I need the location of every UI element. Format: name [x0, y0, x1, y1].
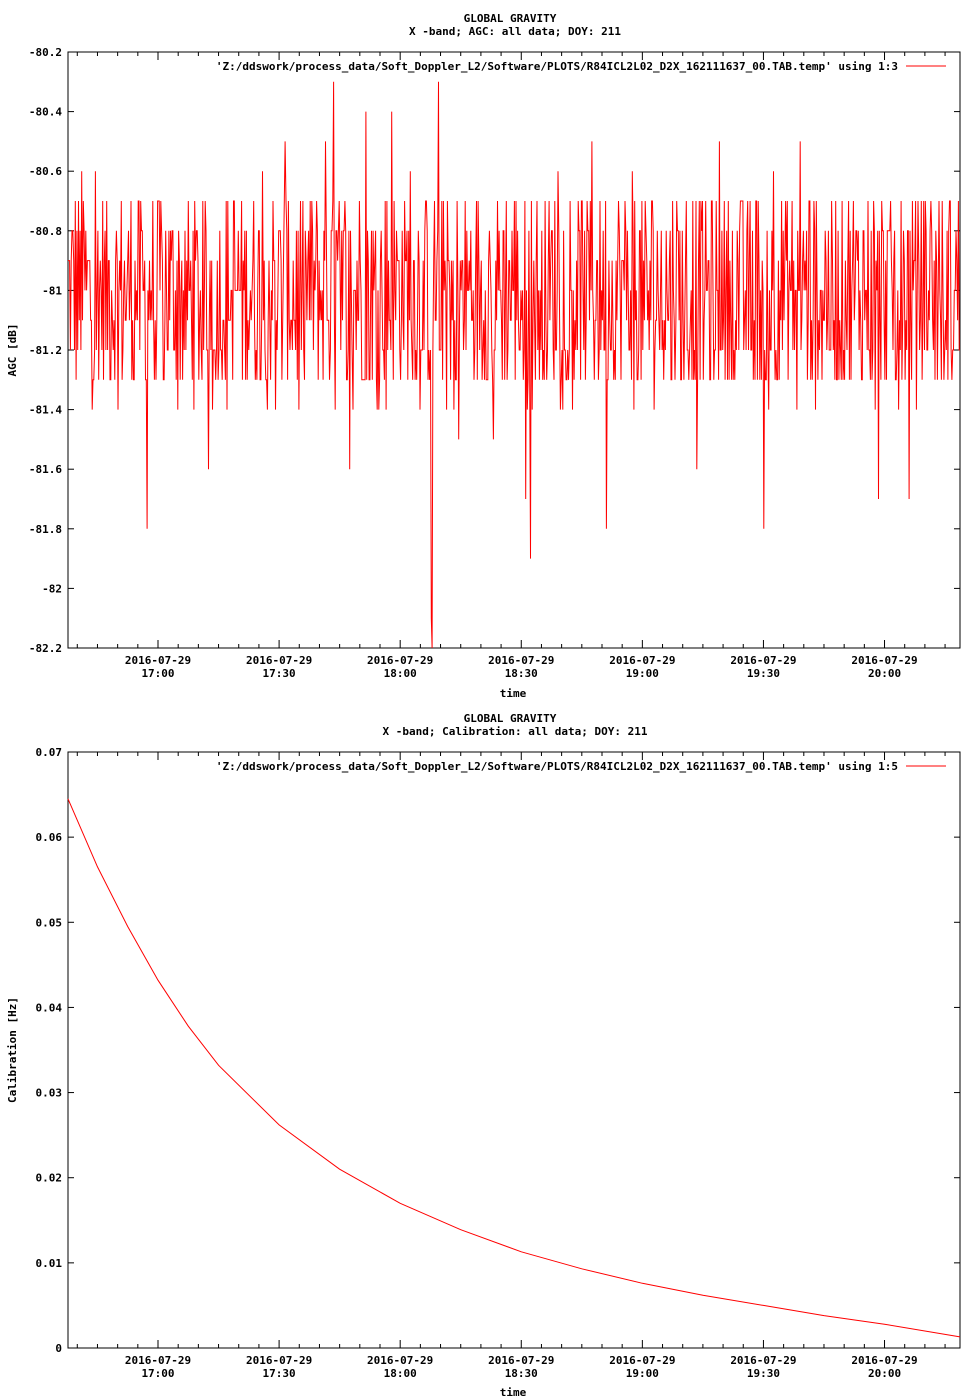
- x-tick-label-date: 2016-07-29: [609, 1354, 675, 1367]
- y-tick-label: 0.04: [36, 1001, 63, 1014]
- calibration-series: [67, 798, 961, 1338]
- x-tick-label-time: 17:00: [141, 667, 174, 680]
- series-line: [68, 81, 960, 649]
- y-axis-ticks: -80.2 -80.4 -80.6 -80.8 -81 -81.2 -81.4 -81.6 -8…: [29, 46, 960, 655]
- x-tick-label-date: 2016-07-29: [851, 1354, 917, 1367]
- y-tick-label: -80.6: [29, 165, 62, 178]
- y-axis-label: AGC [dB]: [6, 324, 19, 377]
- x-axis-ticks: 2016-07-2917:002016-07-2917:302016-07-29…: [76, 752, 946, 1380]
- x-tick-label-date: 2016-07-29: [488, 1354, 554, 1367]
- y-axis-ticks: 0 0.01 0.02 0.03 0.04 0.05 0.06 0.07: [36, 746, 960, 1355]
- chart-title: GLOBAL GRAVITY: [464, 12, 557, 25]
- x-tick-label-date: 2016-07-29: [730, 654, 796, 667]
- y-tick-label: -82.2: [29, 642, 62, 655]
- agc-series: [68, 81, 960, 649]
- calibration-chart: GLOBAL GRAVITY X -band; Calibration: all…: [6, 712, 961, 1399]
- series-line: [67, 798, 961, 1338]
- y-tick-label: -82: [42, 582, 62, 595]
- y-tick-label: 0.05: [36, 916, 63, 929]
- x-tick-label-time: 17:30: [263, 667, 296, 680]
- y-tick-label: -81.8: [29, 523, 62, 536]
- x-tick-label-date: 2016-07-29: [730, 1354, 796, 1367]
- y-tick-label: -80.4: [29, 106, 62, 119]
- x-axis-label: time: [500, 1386, 527, 1399]
- plot-frame: [67, 751, 961, 1349]
- x-tick-label-time: 19:00: [626, 1367, 659, 1380]
- y-tick-label: -81.6: [29, 463, 62, 476]
- y-tick-label: -81: [42, 284, 62, 297]
- x-tick-label-date: 2016-07-29: [851, 654, 917, 667]
- y-tick-label: 0.07: [36, 746, 63, 759]
- x-tick-label-date: 2016-07-29: [367, 1354, 433, 1367]
- x-axis-ticks: 2016-07-2917:002016-07-2917:302016-07-29…: [76, 52, 946, 680]
- x-tick-label-time: 20:00: [868, 1367, 901, 1380]
- chart-title: GLOBAL GRAVITY: [464, 712, 557, 725]
- y-tick-label: 0.03: [36, 1087, 63, 1100]
- x-tick-label-date: 2016-07-29: [246, 654, 312, 667]
- x-axis-label: time: [500, 687, 527, 700]
- y-tick-label: -80.8: [29, 225, 62, 238]
- y-axis-label: Calibration [Hz]: [6, 997, 19, 1103]
- x-tick-label-date: 2016-07-29: [367, 654, 433, 667]
- x-tick-label-date: 2016-07-29: [488, 654, 554, 667]
- x-tick-label-date: 2016-07-29: [125, 654, 191, 667]
- chart-subtitle: X -band; AGC: all data; DOY: 211: [409, 25, 621, 38]
- x-tick-label-time: 17:00: [141, 1367, 174, 1380]
- y-tick-label: -81.2: [29, 344, 62, 357]
- x-tick-label-time: 20:00: [868, 667, 901, 680]
- legend-label: 'Z:/ddswork/process_data/Soft_Doppler_L2…: [216, 60, 898, 73]
- x-tick-label-time: 18:00: [384, 667, 417, 680]
- x-tick-label-time: 17:30: [263, 1367, 296, 1380]
- legend-label: 'Z:/ddswork/process_data/Soft_Doppler_L2…: [216, 760, 898, 773]
- x-tick-label-time: 18:00: [384, 1367, 417, 1380]
- x-tick-label-time: 19:30: [747, 1367, 780, 1380]
- x-tick-label-time: 18:30: [505, 667, 538, 680]
- y-tick-label: 0: [55, 1342, 62, 1355]
- y-tick-label: 0.06: [36, 831, 63, 844]
- chart-subtitle: X -band; Calibration: all data; DOY: 211: [383, 725, 648, 738]
- x-tick-label-time: 19:30: [747, 667, 780, 680]
- y-tick-label: 0.02: [36, 1172, 63, 1185]
- y-tick-label: -80.2: [29, 46, 62, 59]
- agc-chart: GLOBAL GRAVITY X -band; AGC: all data; D…: [6, 12, 961, 700]
- x-tick-label-time: 19:00: [626, 667, 659, 680]
- x-tick-label-date: 2016-07-29: [609, 654, 675, 667]
- x-tick-label-time: 18:30: [505, 1367, 538, 1380]
- y-tick-label: 0.01: [36, 1257, 63, 1270]
- y-tick-label: -81.4: [29, 404, 62, 417]
- x-tick-label-date: 2016-07-29: [125, 1354, 191, 1367]
- x-tick-label-date: 2016-07-29: [246, 1354, 312, 1367]
